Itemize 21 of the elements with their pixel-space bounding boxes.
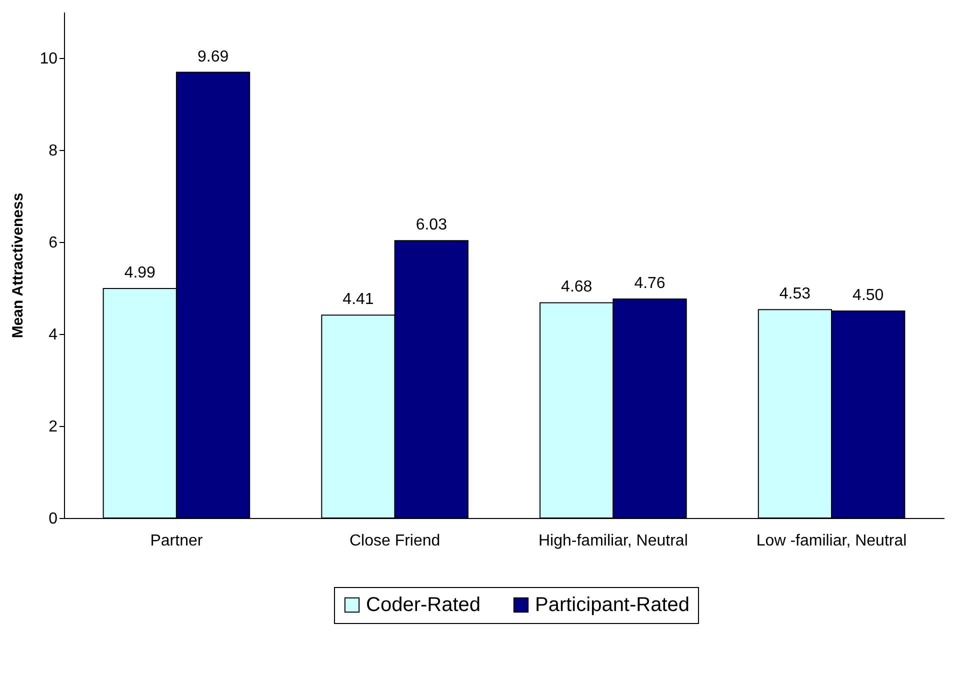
data-label: 4.68 <box>561 278 592 296</box>
x-tick-label: High-familiar, Neutral <box>538 532 688 550</box>
y-tick-label: 4 <box>48 326 58 344</box>
x-tick-label: Close Friend <box>349 532 440 550</box>
data-label: 4.53 <box>779 286 811 303</box>
data-label: 6.03 <box>416 216 448 234</box>
y-axis-title: Mean Attractiveness <box>10 192 27 338</box>
data-label: 4.99 <box>124 264 156 282</box>
data-label: 4.50 <box>852 287 884 304</box>
y-tick-label: 2 <box>48 418 58 436</box>
data-label: 4.41 <box>342 291 374 308</box>
data-label: 9.69 <box>197 48 229 66</box>
legend-label: Participant-Rated <box>535 594 690 616</box>
x-tick-label: Low -familiar, Neutral <box>756 532 907 550</box>
y-tick-label: 10 <box>40 50 58 68</box>
legend-label: Coder-Rated <box>366 594 481 616</box>
y-tick-label: 6 <box>48 234 58 252</box>
data-label: 4.76 <box>634 275 666 292</box>
y-tick-label: 0 <box>48 510 58 528</box>
y-tick-label: 8 <box>48 142 58 160</box>
x-tick-label: Partner <box>150 532 204 550</box>
